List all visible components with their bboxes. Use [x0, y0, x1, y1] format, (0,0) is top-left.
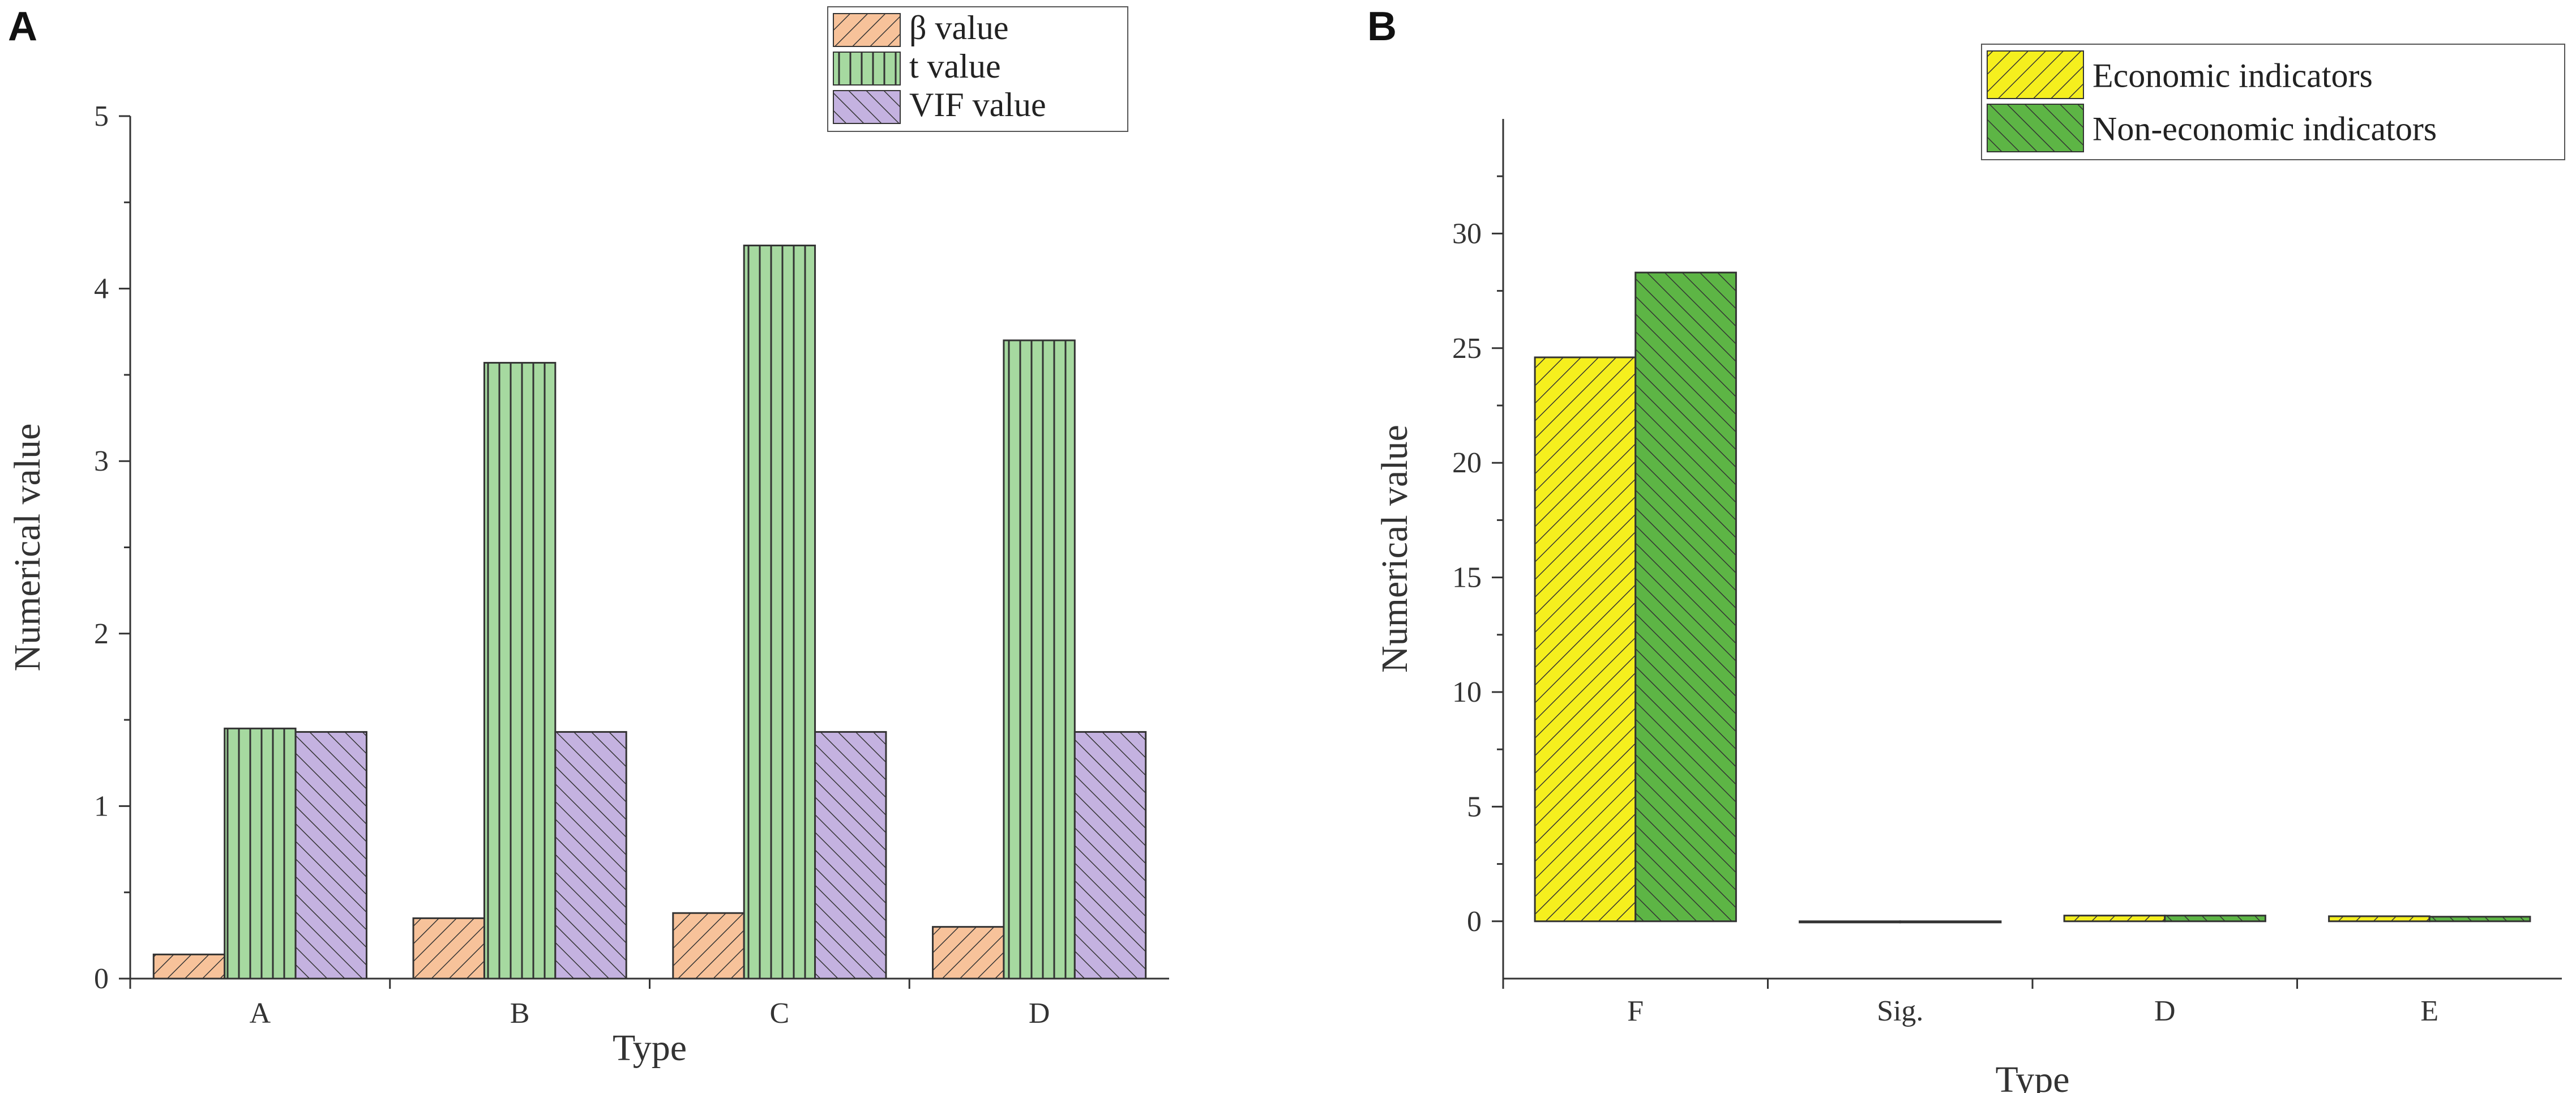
legend-item-vif-value: VIF value	[833, 86, 1046, 124]
legend-item-economic-indicators: Economic indicators	[1987, 50, 2373, 99]
y-tick-label: 1	[94, 790, 109, 822]
y-tick-label: 25	[1452, 332, 1482, 365]
bar-d-value	[932, 926, 1005, 980]
bar-c-t-value	[743, 244, 816, 980]
y-tick-label: 30	[1452, 217, 1482, 250]
bar-f-non-economic-indicators	[1634, 271, 1737, 923]
panel-label-b: B	[1367, 4, 1397, 49]
bar-b-value	[412, 917, 485, 980]
x-tick-label: E	[2420, 995, 2438, 1027]
chart-panel-b: F Sig. D E 0 5 10 15 20 25 30 Numerical value Type Ec…	[1374, 44, 2565, 1093]
bar-a-t-value	[224, 727, 297, 980]
legend-label: t value	[909, 48, 1001, 85]
bar-c-value	[672, 912, 745, 980]
bar-d-non-economic-indicators	[2164, 915, 2266, 923]
bar-d-economic-indicators	[2063, 915, 2166, 923]
bar-c-vif-value	[814, 731, 887, 980]
legend-item-t-value: t value	[833, 48, 1001, 86]
y-tick-label: 4	[94, 273, 109, 305]
y-tick-label: 10	[1452, 676, 1482, 708]
bar-b-vif-value	[554, 731, 627, 980]
bar-f-economic-indicators	[1534, 356, 1637, 923]
panel-label-a: A	[8, 4, 37, 49]
legend-item-value: β value	[833, 9, 1008, 47]
legend-label: β value	[909, 9, 1008, 46]
bar-sig-economic-indicators	[1799, 920, 1901, 924]
y-tick-label: 0	[94, 963, 109, 995]
y-axis-title: Numerical value	[1374, 425, 1415, 673]
legend-label: Non-economic indicators	[2093, 110, 2437, 148]
bar-e-non-economic-indicators	[2428, 916, 2531, 923]
y-tick-label: 3	[94, 445, 109, 477]
bar-d-t-value	[1003, 339, 1076, 980]
x-tick-label: F	[1627, 995, 1644, 1027]
x-tick-label: A	[250, 997, 271, 1030]
x-tick-label: D	[1029, 997, 1050, 1030]
x-axis-title: Type	[613, 1027, 687, 1069]
y-tick-label: 5	[94, 100, 109, 133]
y-tick-label: 15	[1452, 562, 1482, 594]
bar-a-vif-value	[294, 731, 367, 980]
legend: Economic indicators Non-economic indicato…	[1981, 44, 2565, 160]
x-tick-label: Sig.	[1877, 995, 1923, 1027]
x-tick-label: B	[510, 997, 530, 1030]
x-axis-title: Type	[1995, 1059, 2069, 1093]
y-tick-label: 2	[94, 618, 109, 650]
x-tick-label: C	[770, 997, 790, 1030]
x-tick-label: D	[2154, 995, 2176, 1027]
bar-a-value	[152, 953, 226, 980]
legend-item-non-economic-indicators: Non-economic indicators	[1987, 104, 2437, 152]
y-tick-label: 5	[1467, 791, 1482, 823]
bar-b-t-value	[483, 362, 557, 980]
legend-label: VIF value	[909, 86, 1046, 123]
y-axis-title: Numerical value	[7, 424, 48, 672]
bar-d-vif-value	[1073, 731, 1147, 980]
y-tick-label: 0	[1467, 906, 1482, 938]
y-tick-label: 20	[1452, 447, 1482, 479]
bar-e-economic-indicators	[2328, 915, 2430, 923]
bar-sig-non-economic-indicators	[1899, 920, 2002, 924]
legend-label: Economic indicators	[2093, 57, 2373, 95]
